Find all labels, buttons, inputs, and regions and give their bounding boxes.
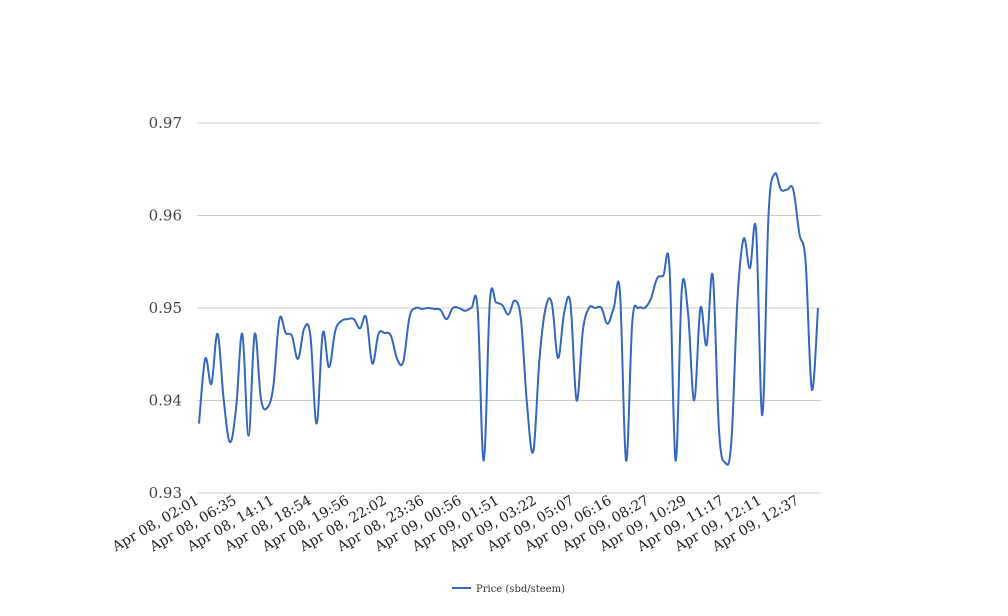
y-tick-label: 0.93 — [149, 484, 182, 502]
legend-label: Price (sbd/steem) — [476, 584, 565, 595]
y-tick-label: 0.97 — [149, 114, 182, 132]
y-axis-ticks: 0.93 0.94 0.95 0.96 0.97 — [149, 114, 182, 502]
series-line-price — [198, 172, 819, 466]
legend: Price (sbd/steem) — [452, 584, 565, 595]
series-layer — [198, 172, 819, 466]
gridlines — [197, 122, 821, 494]
y-tick-label: 0.96 — [149, 207, 182, 225]
y-tick-label: 0.95 — [149, 299, 182, 317]
y-tick-label: 0.94 — [149, 392, 182, 410]
